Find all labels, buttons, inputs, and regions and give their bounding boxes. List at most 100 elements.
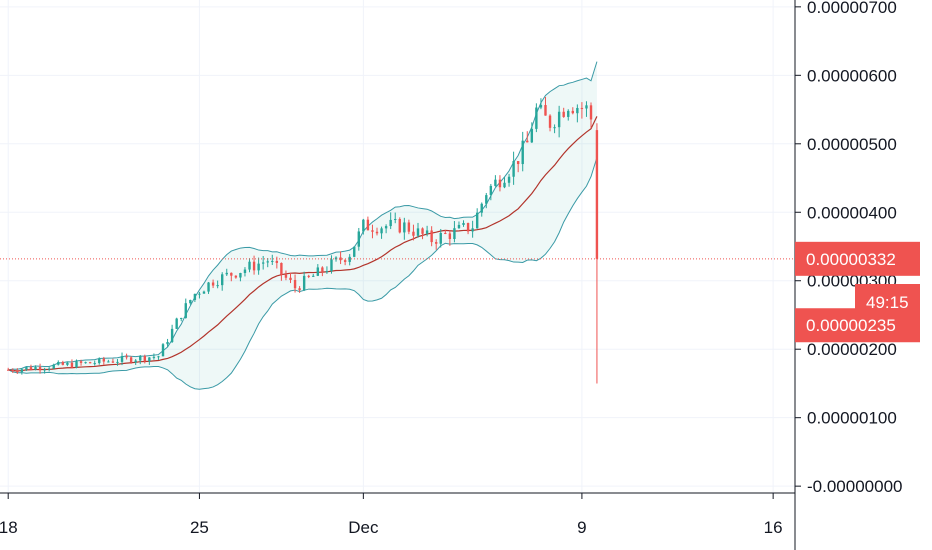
candle-body — [230, 272, 233, 276]
candle-body — [371, 230, 374, 232]
candle-body — [353, 246, 356, 257]
candle-body — [325, 271, 329, 273]
candle-body — [595, 130, 599, 259]
candle-body — [421, 228, 424, 234]
candle-body — [166, 341, 169, 345]
candle-body — [107, 361, 110, 363]
candle-body — [202, 291, 206, 294]
band-fill — [8, 61, 597, 390]
price-marker-badge: 0.00000235 — [795, 308, 920, 343]
lower-band — [7, 157, 598, 390]
price-tick-label: 0.00000500 — [807, 135, 897, 154]
current-price-label: 0.00000332 — [806, 250, 896, 269]
candle-body — [25, 367, 28, 370]
price-marker-label: 0.00000235 — [806, 316, 896, 335]
candle-body — [198, 293, 201, 295]
candle-body — [38, 367, 42, 371]
candle-body — [380, 228, 383, 234]
price-badges: 0.00000332 49:15 0.00000235 — [795, 241, 920, 343]
candle-body — [20, 369, 24, 372]
candle-body — [489, 185, 493, 196]
candle-body — [302, 275, 306, 291]
candle-body — [129, 357, 133, 363]
candle-body — [462, 223, 465, 225]
candle-body — [416, 228, 420, 236]
candle-body — [453, 228, 456, 239]
candle-body — [29, 367, 33, 370]
candle-body — [88, 362, 92, 364]
candle-body — [521, 140, 524, 165]
candle-body — [34, 367, 37, 370]
time-tick-label: 16 — [764, 518, 783, 537]
candle-body — [312, 275, 315, 277]
candle-body — [157, 356, 160, 358]
candle-body — [220, 274, 224, 286]
candle-body — [530, 128, 534, 143]
candle-body — [43, 369, 46, 371]
basis-line — [8, 116, 598, 372]
candle-body — [394, 218, 397, 220]
candle-body — [79, 361, 83, 363]
candle-body — [261, 262, 265, 264]
candle-body — [439, 232, 442, 244]
candle-body — [298, 288, 301, 291]
candle-body — [102, 358, 106, 362]
candle-body — [475, 212, 479, 229]
candle-body — [139, 356, 142, 361]
candle-body — [189, 299, 192, 304]
candle-body — [548, 115, 552, 128]
current-price-badge-bg — [795, 241, 920, 276]
candle-body — [211, 282, 215, 286]
candle-body — [485, 195, 488, 204]
candle-body — [243, 269, 247, 274]
bollinger-bands — [7, 61, 598, 390]
candle-body — [170, 328, 174, 342]
candle-body — [47, 368, 51, 370]
candle-body — [161, 344, 165, 357]
candle-body — [471, 228, 474, 232]
candle-body — [266, 261, 269, 263]
price-tick-label: 0.00000200 — [807, 340, 897, 359]
candle-body — [225, 272, 228, 275]
candle-body — [134, 360, 137, 363]
candle-body — [98, 358, 101, 364]
candle-body — [275, 260, 279, 263]
candle-body — [457, 224, 461, 229]
price-tick-label: 0.00000700 — [807, 0, 897, 17]
candle-body — [57, 362, 60, 365]
candle-body — [111, 361, 115, 363]
time-tick-label: 25 — [190, 518, 209, 537]
candle-body — [239, 273, 242, 278]
candle-body — [120, 356, 124, 362]
candle-body — [362, 219, 365, 232]
candles — [6, 96, 599, 384]
candle-body — [535, 107, 538, 129]
candle-body — [466, 223, 470, 232]
candle-body — [580, 107, 584, 109]
candle-body — [193, 293, 197, 300]
candle-body — [316, 267, 320, 276]
candle-body — [562, 111, 565, 117]
candle-body — [480, 203, 483, 213]
candle-body — [448, 233, 452, 239]
candle-body — [75, 361, 78, 368]
time-tick-label: Dec — [348, 518, 379, 537]
time-tick-label: 9 — [577, 518, 586, 537]
candle-body — [357, 231, 360, 247]
candle-body — [512, 161, 515, 177]
candle-body — [585, 105, 588, 109]
candle-body — [557, 111, 561, 128]
candle-body — [180, 317, 183, 319]
candle-body — [175, 318, 178, 329]
price-tick-label: 0.00000400 — [807, 203, 897, 222]
candle-body — [339, 257, 342, 261]
candle-body — [116, 361, 119, 363]
candle-body — [503, 182, 506, 188]
price-tick-label: -0.00000000 — [807, 477, 902, 496]
price-marker-badge-bg — [795, 308, 920, 343]
candle-body — [6, 369, 10, 371]
candle-body — [343, 260, 347, 262]
time-axis-ticks[interactable]: 18 25 Dec 9 16 — [0, 493, 783, 537]
